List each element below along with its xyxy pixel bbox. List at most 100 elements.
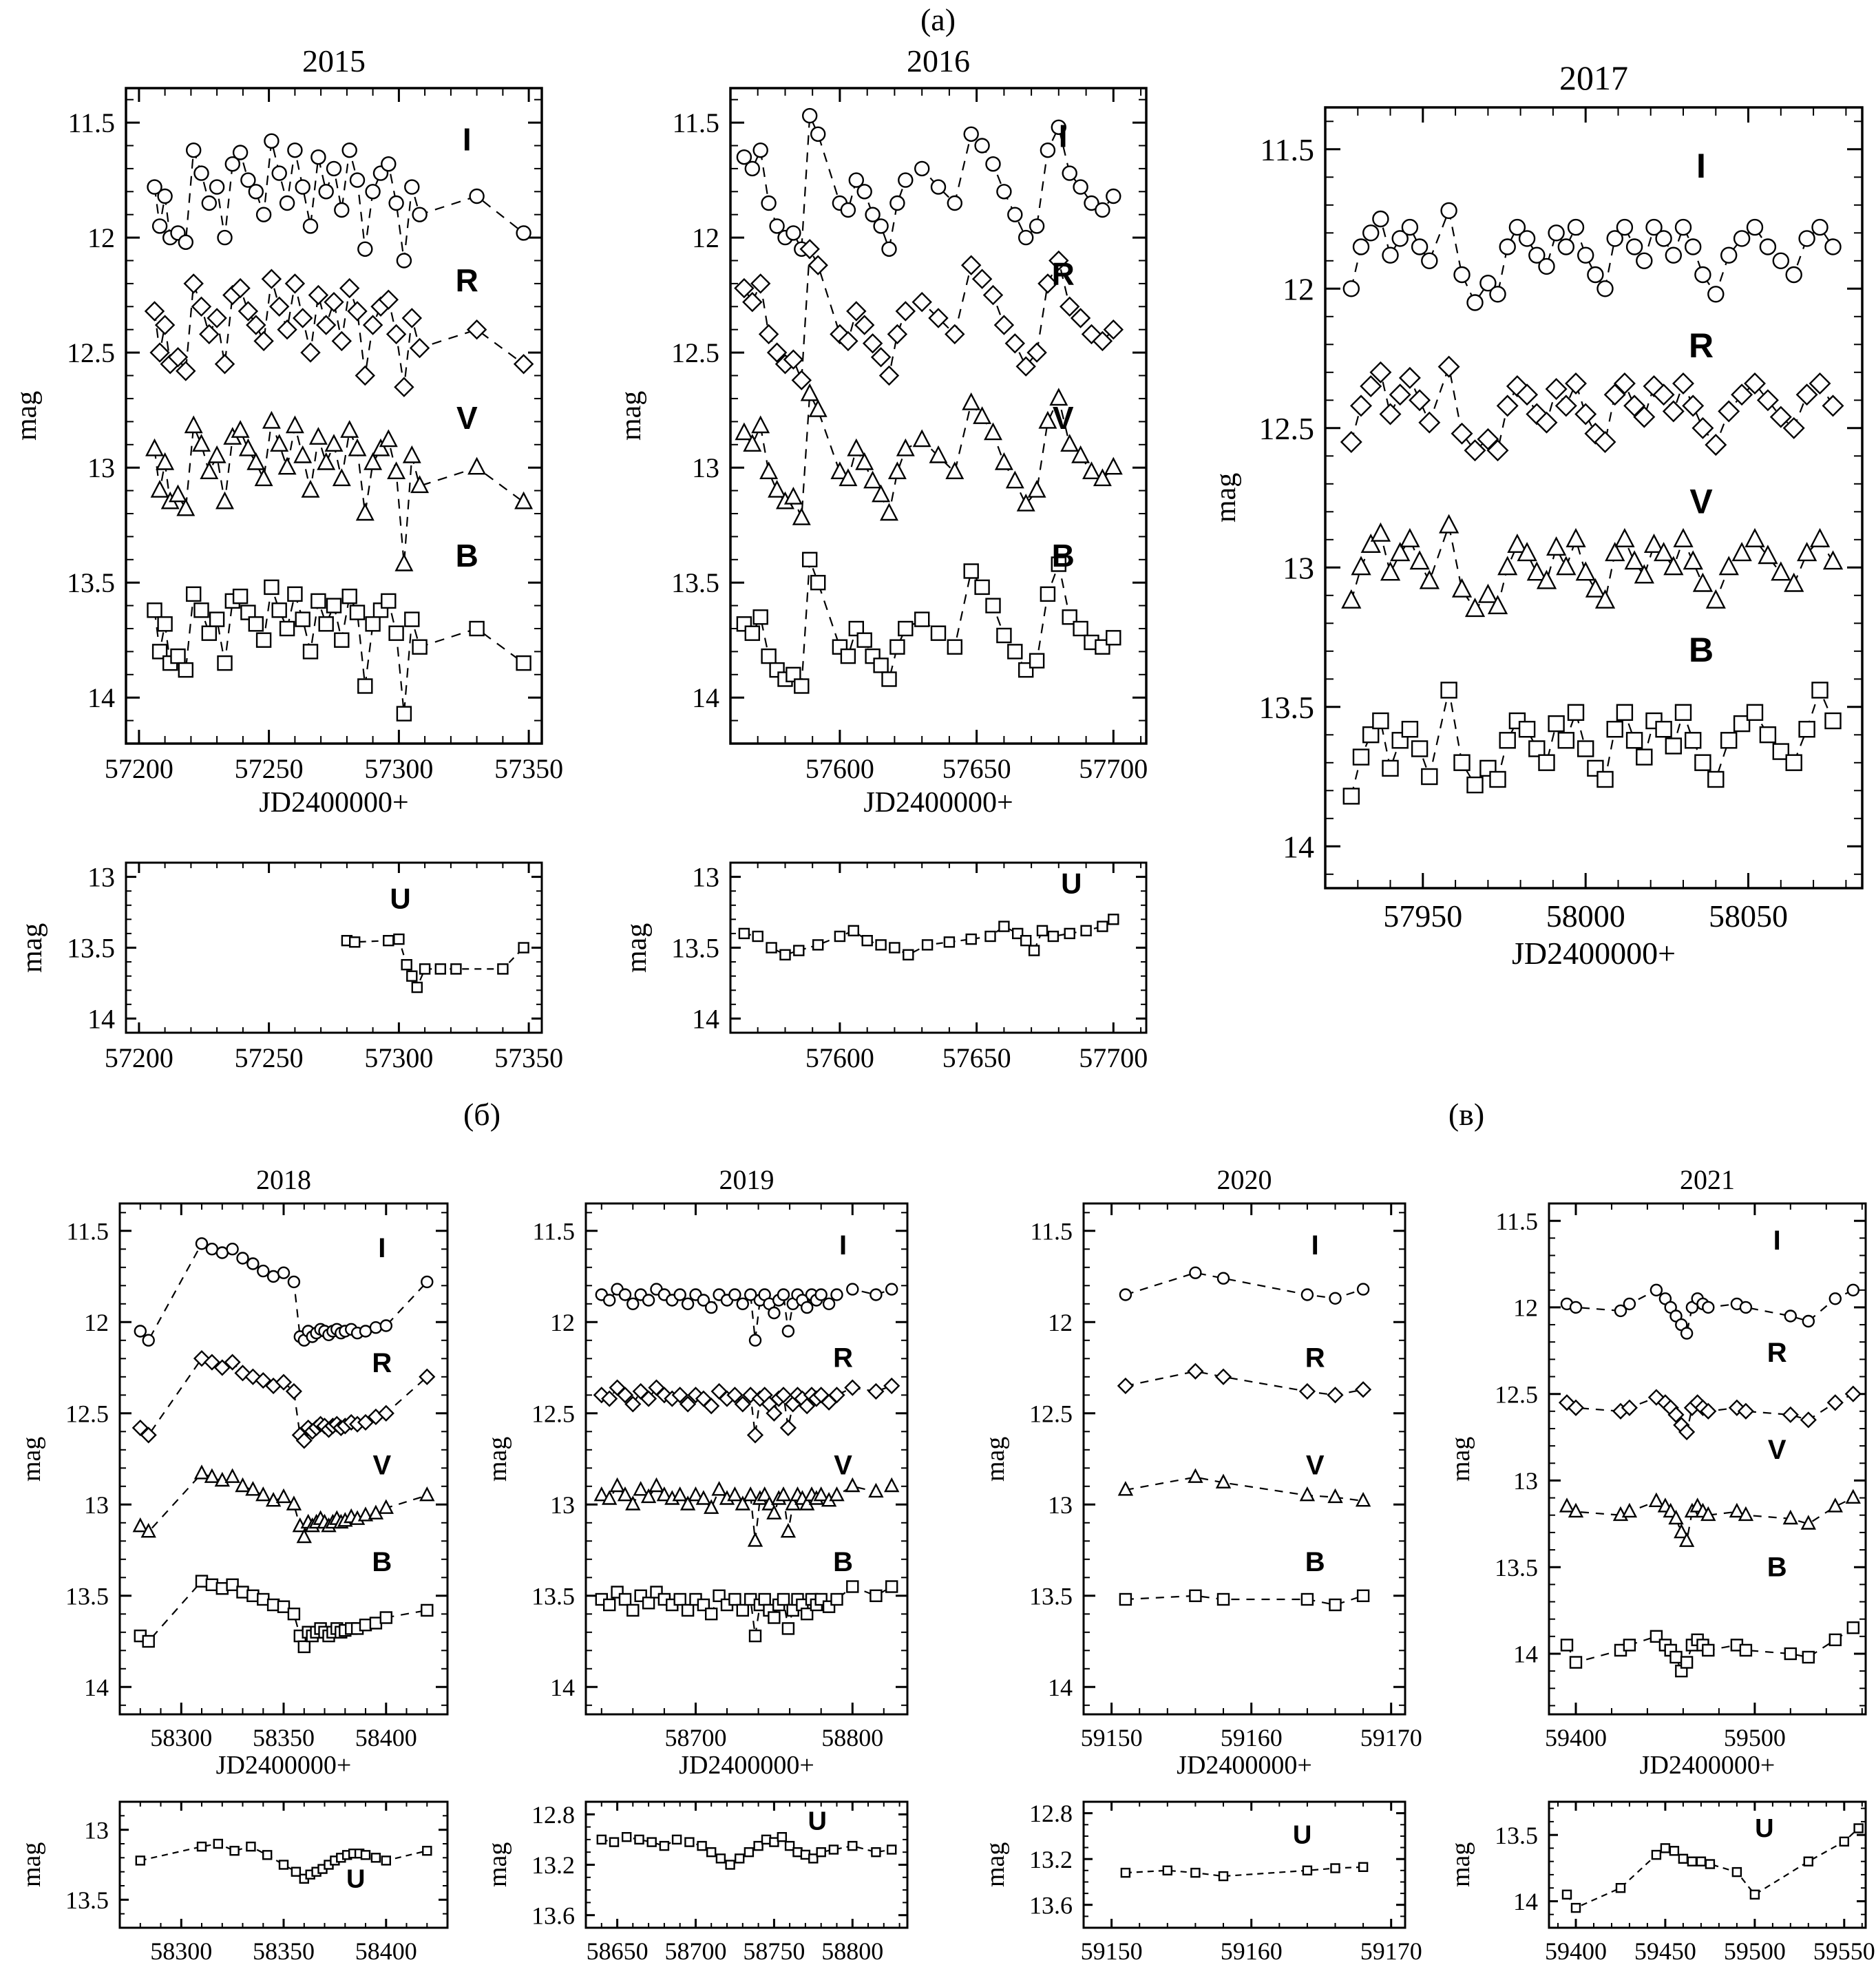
svg-text:58700: 58700 xyxy=(665,1724,727,1752)
svg-text:12.5: 12.5 xyxy=(671,337,719,368)
svg-text:B: B xyxy=(1052,538,1075,574)
panel-title-2018: 2018 xyxy=(256,1164,311,1195)
svg-text:U: U xyxy=(1293,1820,1311,1849)
y-axis-label: mag xyxy=(981,1842,1010,1888)
svg-text:57300: 57300 xyxy=(364,1042,433,1073)
svg-text:59500: 59500 xyxy=(1724,1937,1786,1965)
svg-text:59400: 59400 xyxy=(1545,1724,1607,1752)
svg-text:57250: 57250 xyxy=(235,1042,304,1073)
svg-text:59160: 59160 xyxy=(1221,1724,1283,1752)
svg-text:B: B xyxy=(456,538,478,574)
svg-text:11.5: 11.5 xyxy=(672,107,719,138)
svg-text:B: B xyxy=(833,1547,853,1577)
svg-text:59150: 59150 xyxy=(1081,1937,1143,1965)
panel-2018-brvi: 2018 mag 58300 58350 58400 11.5 12 12.5 13 13.5… xyxy=(17,1164,449,1780)
svg-text:13.5: 13.5 xyxy=(65,1582,109,1610)
svg-text:13.5: 13.5 xyxy=(1259,690,1315,725)
svg-text:14: 14 xyxy=(550,1674,575,1701)
svg-text:57250: 57250 xyxy=(235,753,304,784)
svg-text:14: 14 xyxy=(87,682,115,713)
svg-text:59450: 59450 xyxy=(1634,1937,1696,1965)
svg-text:12: 12 xyxy=(1048,1309,1073,1336)
panel-2020-u: mag 59150 59160 59170 12.8 13.2 13.6 U xyxy=(981,1800,1422,1965)
svg-text:13.5: 13.5 xyxy=(67,933,115,964)
svg-text:14: 14 xyxy=(692,682,719,713)
svg-text:59150: 59150 xyxy=(1081,1724,1143,1752)
plot-2017-brvi: 57950 58000 58050 11.5 12 12.5 13 13.5 14 I R V B xyxy=(1259,106,1864,934)
svg-text:11.5: 11.5 xyxy=(67,107,115,138)
y-axis-label: mag xyxy=(11,390,43,441)
section-label-v: (в) xyxy=(1448,1097,1485,1132)
svg-text:58750: 58750 xyxy=(743,1937,805,1965)
svg-text:13.5: 13.5 xyxy=(1029,1582,1073,1610)
svg-text:12.5: 12.5 xyxy=(1495,1380,1538,1408)
svg-text:I: I xyxy=(839,1230,847,1261)
plot-2020-u: 59150 59160 59170 12.8 13.2 13.6 U xyxy=(1029,1800,1422,1965)
x-axis-label: JD2400000+ xyxy=(1177,1751,1312,1780)
svg-text:59160: 59160 xyxy=(1221,1937,1283,1965)
plot-2018-brvi: 58300 58350 58400 11.5 12 12.5 13 13.5 14 I R V B xyxy=(65,1202,449,1752)
svg-text:R: R xyxy=(1689,326,1714,365)
svg-text:59500: 59500 xyxy=(1724,1724,1786,1752)
panel-2015-brvi: 2015 mag 57200 57250 57300 57350 11.5 12 12.5 1… xyxy=(11,43,563,819)
svg-text:U: U xyxy=(1755,1814,1773,1843)
svg-text:14: 14 xyxy=(1283,829,1314,864)
svg-text:R: R xyxy=(1305,1343,1325,1373)
panel-2021-brvi: 2021 mag 59400 59500 11.5 12 12.5 13 13.5 14 I R V… xyxy=(1446,1164,1867,1780)
y-axis-label: mag xyxy=(1446,1842,1475,1888)
svg-text:12: 12 xyxy=(1513,1294,1538,1322)
svg-text:14: 14 xyxy=(1513,1888,1538,1915)
panel-2019-brvi: 2019 mag 58700 58800 11.5 12 12.5 13 13.5 14 I R V… xyxy=(483,1164,909,1780)
svg-text:I: I xyxy=(1311,1230,1319,1261)
plot-2021-brvi: 59400 59500 11.5 12 12.5 13 13.5 14 I R V B xyxy=(1495,1202,1867,1752)
panel-2016-u: mag 57600 57650 57700 13 13.5 14 U xyxy=(621,861,1148,1073)
panel-title-2016: 2016 xyxy=(907,43,970,78)
plot-2016-u: 57600 57650 57700 13 13.5 14 U xyxy=(671,861,1148,1073)
y-axis-label: mag xyxy=(981,1436,1010,1482)
y-axis-label: mag xyxy=(17,1436,46,1482)
svg-text:58350: 58350 xyxy=(253,1937,315,1965)
svg-text:11.5: 11.5 xyxy=(1260,132,1314,167)
svg-text:57200: 57200 xyxy=(105,753,173,784)
svg-text:14: 14 xyxy=(1513,1641,1538,1668)
panel-2018-u: mag 58300 58350 58400 13 13.5 U xyxy=(17,1800,449,1965)
y-axis-label: mag xyxy=(1446,1436,1475,1482)
svg-text:V: V xyxy=(1053,400,1074,436)
svg-text:13: 13 xyxy=(1048,1491,1073,1519)
svg-text:13.5: 13.5 xyxy=(671,933,719,964)
svg-text:57650: 57650 xyxy=(942,753,1011,784)
svg-text:R: R xyxy=(1052,256,1075,292)
svg-text:V: V xyxy=(834,1450,852,1480)
svg-text:B: B xyxy=(372,1547,392,1577)
svg-text:58700: 58700 xyxy=(665,1937,727,1965)
svg-text:59400: 59400 xyxy=(1545,1937,1607,1965)
svg-text:58050: 58050 xyxy=(1709,898,1788,934)
svg-text:12.5: 12.5 xyxy=(67,337,115,368)
svg-text:57950: 57950 xyxy=(1383,898,1462,934)
svg-text:57350: 57350 xyxy=(494,753,563,784)
x-axis-label: JD2400000+ xyxy=(1639,1751,1775,1780)
svg-text:13: 13 xyxy=(1513,1467,1538,1495)
svg-text:13.2: 13.2 xyxy=(1029,1846,1073,1873)
svg-text:11.5: 11.5 xyxy=(66,1217,109,1245)
svg-text:13.2: 13.2 xyxy=(531,1851,575,1879)
svg-text:14: 14 xyxy=(87,1003,115,1034)
plot-2018-u: 58300 58350 58400 13 13.5 U xyxy=(65,1800,449,1965)
svg-text:58400: 58400 xyxy=(355,1937,417,1965)
panel-title-2021: 2021 xyxy=(1680,1164,1735,1195)
svg-text:U: U xyxy=(346,1864,365,1893)
panel-2016-brvi: 2016 mag 57600 57650 57700 11.5 12 12.5 13 13.5… xyxy=(615,43,1148,819)
section-label-a: (a) xyxy=(920,2,956,37)
svg-text:57650: 57650 xyxy=(942,1042,1011,1073)
svg-text:11.5: 11.5 xyxy=(1495,1208,1538,1235)
svg-text:58000: 58000 xyxy=(1546,898,1625,934)
panel-title-2019: 2019 xyxy=(719,1164,774,1195)
panel-2020-brvi: 2020 mag 59150 59160 59170 11.5 12 12.5 13 13.5… xyxy=(981,1164,1422,1780)
svg-text:I: I xyxy=(1696,147,1706,185)
svg-text:14: 14 xyxy=(84,1674,109,1701)
svg-text:V: V xyxy=(456,400,478,436)
svg-text:V: V xyxy=(1306,1450,1325,1480)
svg-text:I: I xyxy=(378,1233,386,1263)
svg-text:V: V xyxy=(1768,1435,1787,1465)
svg-text:12.5: 12.5 xyxy=(1259,411,1315,446)
